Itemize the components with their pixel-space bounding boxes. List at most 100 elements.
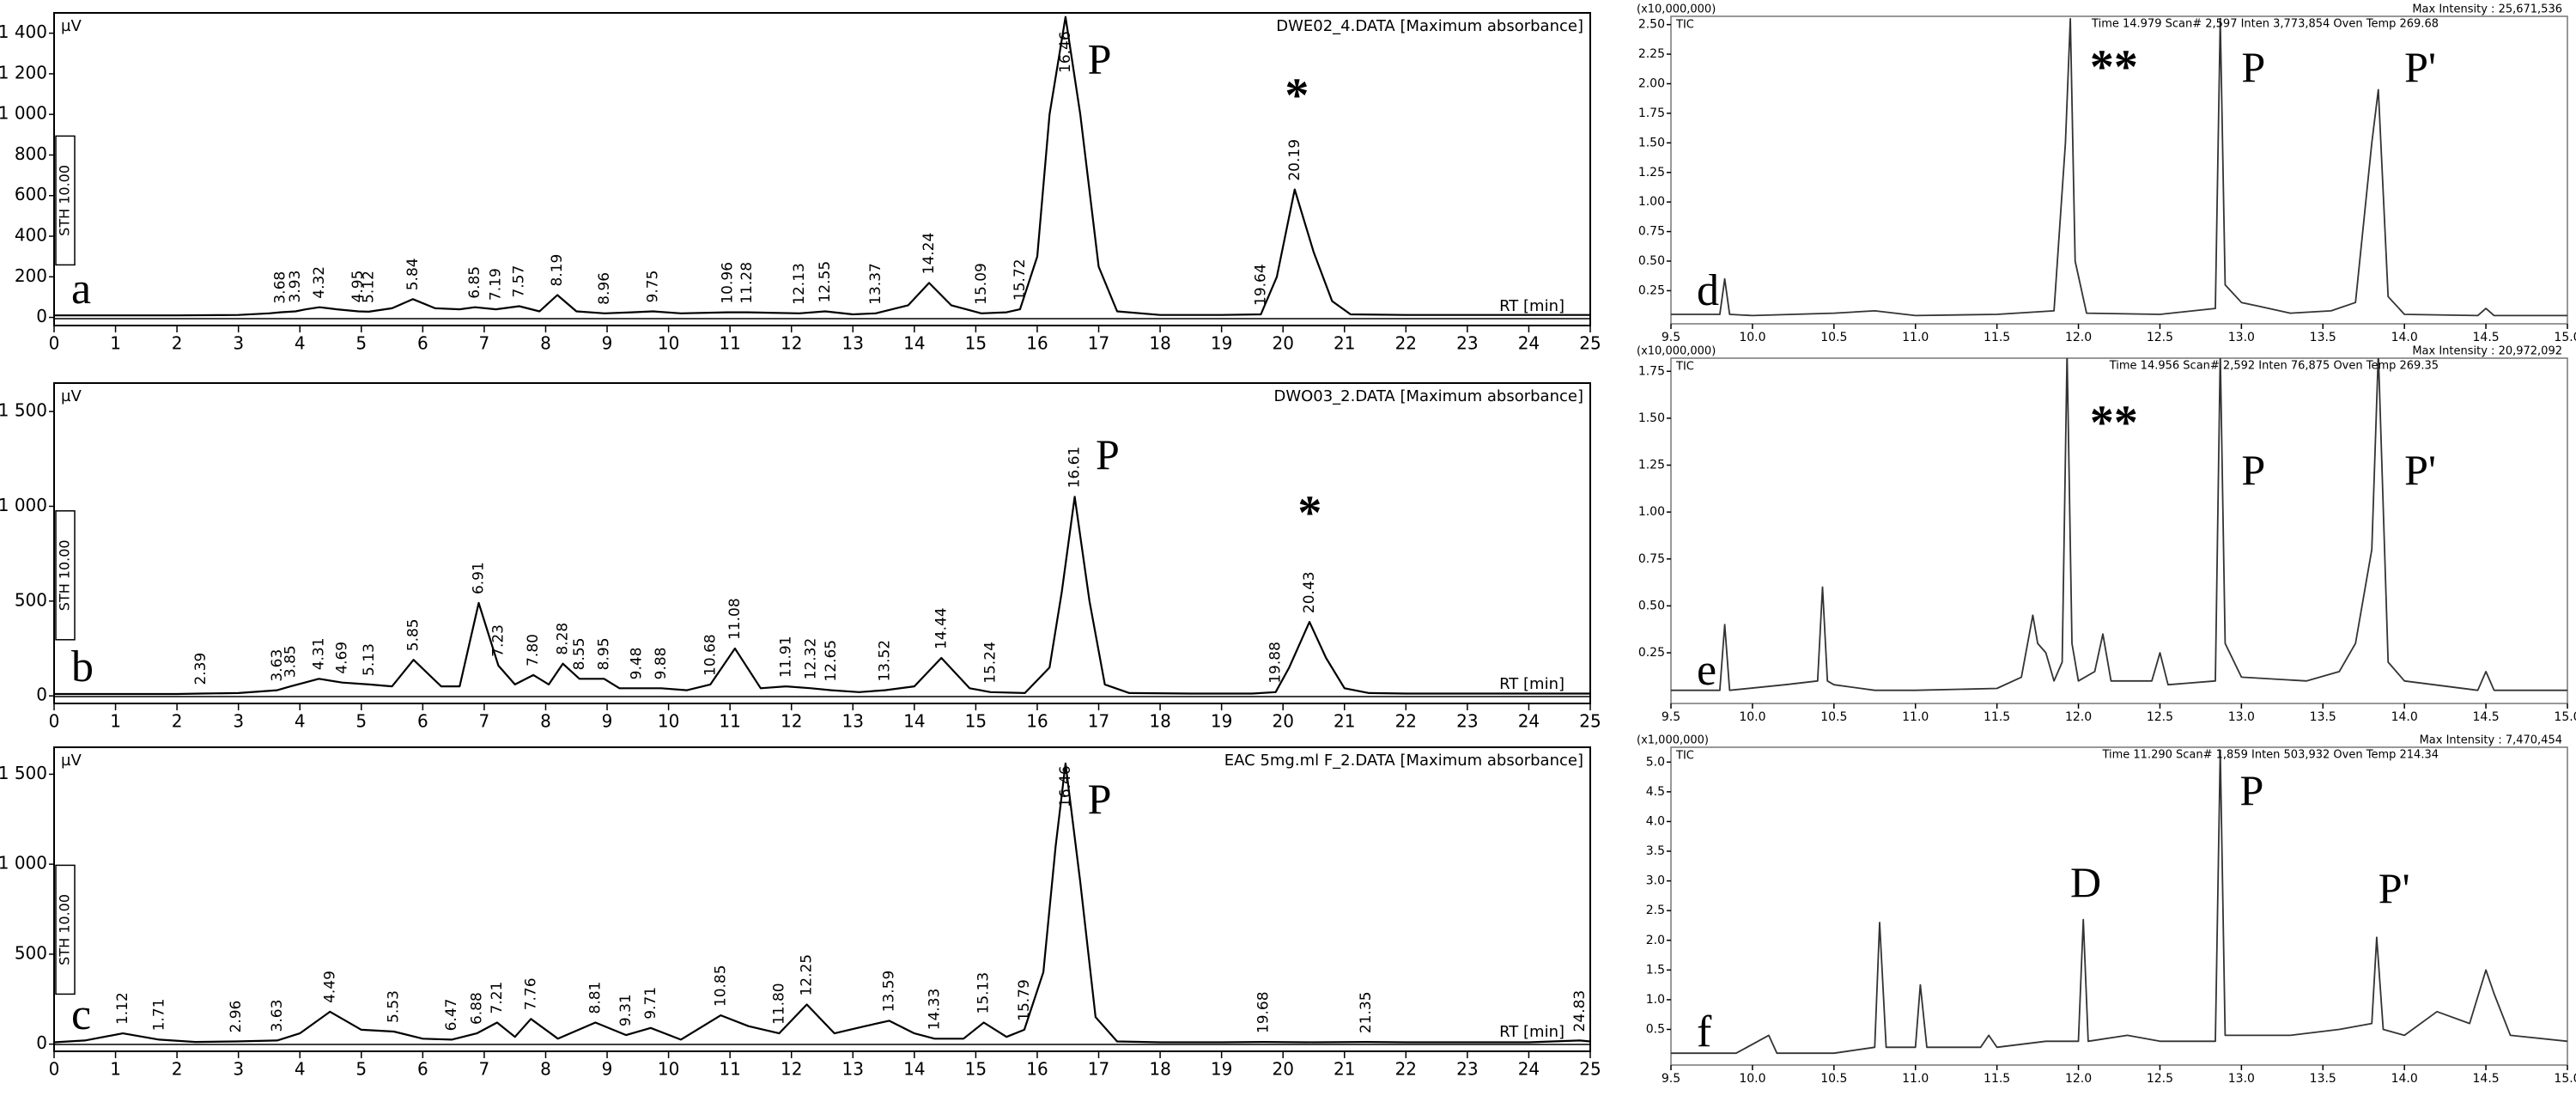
peak-label: 1.12 xyxy=(114,992,131,1025)
trace xyxy=(1671,749,2567,1055)
peak-label: 19.88 xyxy=(1267,642,1285,684)
y-tick-label: 1 500 xyxy=(0,400,47,421)
x-tick-label: 15.0 xyxy=(2554,331,2576,344)
x-tick-label: 23 xyxy=(1456,711,1478,732)
peak-label: 12.55 xyxy=(817,261,834,303)
x-tick-label: 22 xyxy=(1395,333,1417,354)
x-tick-label: 15.0 xyxy=(2554,1072,2576,1086)
y-axis-unit: µV xyxy=(61,387,82,405)
x-tick-label: 14.5 xyxy=(2473,710,2500,724)
x-tick-label: 9.5 xyxy=(1662,1072,1680,1086)
x-tick-label: 10 xyxy=(658,711,679,732)
peak-annotation: P xyxy=(1096,430,1120,478)
plot-frame xyxy=(1670,15,2568,325)
peak-label: 7.23 xyxy=(489,624,507,657)
panel-title: DWE02_4.DATA [Maximum absorbance] xyxy=(1276,17,1583,35)
x-tick-label: 14.5 xyxy=(2473,1072,2500,1086)
peak-label: 10.96 xyxy=(719,262,736,304)
scale-note: (x10,000,000) xyxy=(1637,3,1716,16)
x-tick-label: 7 xyxy=(479,1059,490,1080)
x-tick-label: 22 xyxy=(1395,1059,1417,1080)
x-tick-label: 6 xyxy=(417,711,428,732)
peak-label: 11.08 xyxy=(726,598,744,640)
sth-box xyxy=(55,510,76,641)
peak-annotation: * xyxy=(1297,487,1321,540)
x-tick-label: 2 xyxy=(172,711,183,732)
y-tick-label: 0.75 xyxy=(1638,552,1665,566)
x-tick-label: 12.5 xyxy=(2147,1072,2173,1086)
peak-label: 12.25 xyxy=(799,954,816,996)
y-axis-unit: µV xyxy=(61,17,82,35)
x-tick-label: 18 xyxy=(1149,711,1170,732)
peak-label: 19.68 xyxy=(1255,991,1272,1033)
panel-letter: e xyxy=(1697,646,1716,695)
x-tick-label: 22 xyxy=(1395,711,1417,732)
y-tick-label: 1.25 xyxy=(1638,166,1665,180)
x-tick-label: 13 xyxy=(842,1059,864,1080)
y-tick-label: 1 400 xyxy=(0,21,47,42)
peak-label: 15.79 xyxy=(1016,979,1033,1021)
peak-label: 8.95 xyxy=(595,637,612,670)
x-tick-label: 9.5 xyxy=(1662,331,1680,344)
x-tick-label: 4 xyxy=(295,1059,306,1080)
x-tick-label: 8 xyxy=(540,333,551,354)
x-tick-label: 8 xyxy=(540,1059,551,1080)
peak-label: 3.85 xyxy=(283,645,300,678)
peak-annotation: P' xyxy=(2404,43,2436,91)
y-tick-label: 1.5 xyxy=(1646,963,1665,977)
peak-label: 11.28 xyxy=(738,262,756,304)
x-tick-label: 13 xyxy=(842,711,864,732)
peak-annotation: P xyxy=(1088,775,1112,823)
x-tick-label: 0 xyxy=(49,711,60,732)
x-tick-label: 9 xyxy=(602,711,613,732)
x-tick-label: 21 xyxy=(1334,711,1355,732)
peak-label: 10.85 xyxy=(712,965,729,1007)
x-tick-label: 11 xyxy=(719,333,740,354)
sth-label: STH 10.00 xyxy=(57,894,73,965)
plot-frame xyxy=(53,12,1591,326)
panel: 9.5 10.0 10.5 11.0 11.5 12.0 12.5 13.0 13.5 14.0 1… xyxy=(1637,3,2576,345)
y-tick-label: 0 xyxy=(36,685,47,705)
max-intensity: Max Intensity : 7,470,454 xyxy=(2420,734,2562,747)
x-tick-label: 23 xyxy=(1456,333,1478,354)
x-tick-label: 0 xyxy=(49,1059,60,1080)
peak-label: 15.13 xyxy=(975,972,993,1014)
x-tick-label: 3 xyxy=(233,711,244,732)
x-tick-label: 2 xyxy=(172,1059,183,1080)
y-tick-label: 1.00 xyxy=(1638,505,1665,519)
x-tick-label: 12.5 xyxy=(2147,710,2173,724)
x-tick-label: 24 xyxy=(1518,333,1540,354)
x-tick-label: 14.5 xyxy=(2473,331,2500,344)
status-line: Time 14.956 Scan# 2,592 Inten 76,875 Ove… xyxy=(2109,360,2439,373)
x-tick-label: 12 xyxy=(781,711,802,732)
x-tick-label: 19 xyxy=(1211,711,1232,732)
peak-label: 3.63 xyxy=(269,649,286,682)
panel: 9.5 10.0 10.5 11.0 11.5 12.0 12.5 13.0 13.5 14.0 1… xyxy=(1637,345,2576,725)
x-tick-label: 17 xyxy=(1088,1059,1109,1080)
trace-name: TIC xyxy=(1675,361,1694,374)
peak-label: 5.85 xyxy=(405,618,422,651)
plot-frame xyxy=(1670,357,2568,704)
y-tick-label: 0 xyxy=(36,306,47,326)
scale-note: (x1,000,000) xyxy=(1637,734,1709,747)
x-tick-label: 12 xyxy=(781,1059,802,1080)
x-tick-label: 13.0 xyxy=(2228,1072,2255,1086)
y-tick-label: 1 000 xyxy=(0,853,47,874)
x-tick-label: 11.0 xyxy=(1902,1072,1929,1086)
x-tick-label: 10.5 xyxy=(1820,710,1847,724)
y-tick-label: 1.0 xyxy=(1646,993,1665,1007)
peak-label: 13.52 xyxy=(876,640,893,682)
panel-letter: f xyxy=(1697,1008,1712,1056)
panel-title: DWO03_2.DATA [Maximum absorbance] xyxy=(1273,387,1583,405)
x-tick-label: 6 xyxy=(417,333,428,354)
scale-note: (x10,000,000) xyxy=(1637,345,1716,358)
max-intensity: Max Intensity : 25,671,536 xyxy=(2412,3,2562,16)
x-tick-label: 17 xyxy=(1088,333,1109,354)
x-tick-label: 20 xyxy=(1272,333,1293,354)
status-line: Time 14.979 Scan# 2,597 Inten 3,773,854 … xyxy=(2091,18,2439,31)
x-tick-label: 13 xyxy=(842,333,864,354)
x-tick-label: 12.0 xyxy=(2065,1072,2092,1086)
x-tick-label: 21 xyxy=(1334,333,1355,354)
x-tick-label: 13.0 xyxy=(2228,710,2255,724)
y-tick-label: 2.00 xyxy=(1638,76,1665,90)
